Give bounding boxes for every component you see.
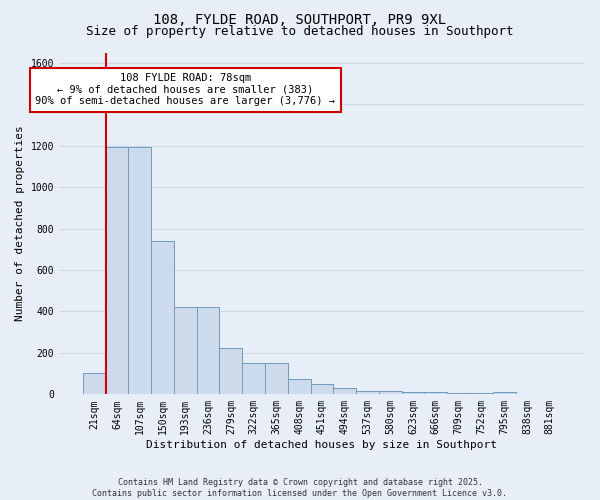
Bar [401,392,424,394]
Bar [106,147,128,394]
Bar [151,241,174,394]
Bar [311,384,334,394]
Text: 108 FYLDE ROAD: 78sqm
← 9% of detached houses are smaller (383)
90% of semi-deta: 108 FYLDE ROAD: 78sqm ← 9% of detached h… [35,73,335,106]
Bar [197,308,220,394]
Text: Size of property relative to detached houses in Southport: Size of property relative to detached ho… [86,25,514,38]
Bar [128,147,151,394]
X-axis label: Distribution of detached houses by size in Southport: Distribution of detached houses by size … [146,440,497,450]
Bar [334,388,356,394]
Bar [493,392,515,394]
Bar [242,364,265,394]
Bar [379,391,401,394]
Bar [83,372,106,394]
Text: Contains HM Land Registry data © Crown copyright and database right 2025.
Contai: Contains HM Land Registry data © Crown c… [92,478,508,498]
Bar [174,308,197,394]
Bar [288,379,311,394]
Text: 108, FYLDE ROAD, SOUTHPORT, PR9 9XL: 108, FYLDE ROAD, SOUTHPORT, PR9 9XL [154,12,446,26]
Bar [265,364,288,394]
Y-axis label: Number of detached properties: Number of detached properties [15,126,25,322]
Bar [356,391,379,394]
Bar [220,348,242,395]
Bar [424,392,447,394]
